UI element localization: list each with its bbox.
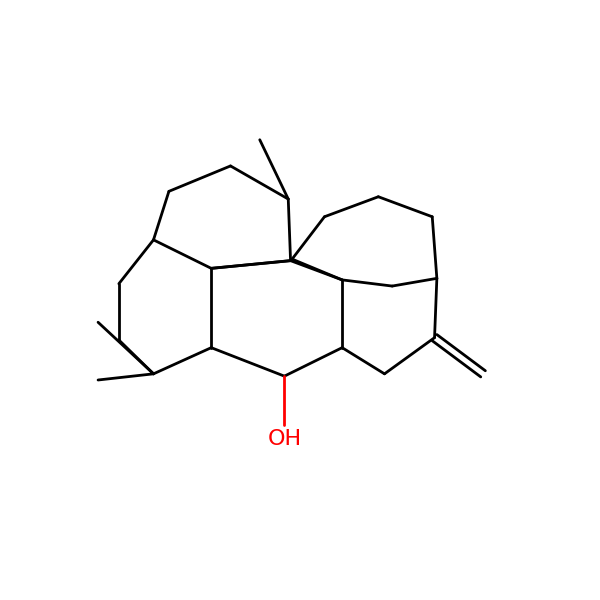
Text: OH: OH xyxy=(268,428,301,449)
